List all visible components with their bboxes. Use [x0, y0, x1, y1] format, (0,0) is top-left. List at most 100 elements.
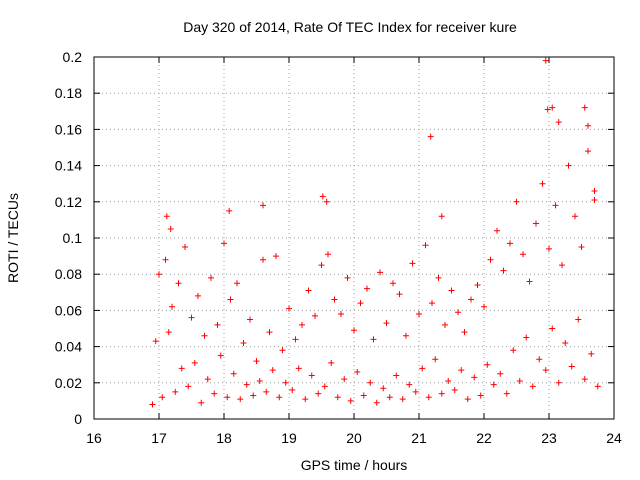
y-tick-label: 0.04 [55, 339, 82, 355]
y-tick-label: 0.02 [55, 375, 82, 391]
data-point [503, 390, 510, 397]
data-point [409, 260, 416, 267]
data-point [591, 187, 598, 194]
data-point [438, 213, 445, 220]
data-point [289, 387, 296, 394]
data-point [406, 381, 413, 388]
data-point [568, 363, 575, 370]
data-point [552, 202, 559, 209]
y-axis-label: ROTI / TECUs [5, 193, 21, 283]
data-point [182, 244, 188, 251]
x-tick-label: 20 [346, 430, 362, 446]
data-point [302, 396, 309, 403]
data-point [279, 347, 286, 354]
data-point [367, 379, 374, 386]
data-point [172, 388, 179, 395]
data-point [539, 180, 546, 187]
data-point [435, 274, 442, 281]
data-point [292, 336, 299, 343]
data-point [250, 392, 257, 399]
data-point [315, 390, 322, 397]
data-point [546, 245, 552, 252]
data-point [468, 296, 474, 303]
data-point [513, 198, 520, 205]
data-point [370, 336, 377, 343]
data-point [422, 242, 429, 249]
data-point [581, 104, 588, 111]
data-point [386, 394, 393, 401]
data-point [295, 365, 302, 372]
data-point [308, 372, 315, 379]
data-point [536, 356, 543, 363]
data-point [487, 256, 494, 263]
data-point [364, 285, 370, 292]
data-point [305, 287, 312, 294]
data-point [156, 271, 162, 278]
x-tick-label: 23 [541, 430, 557, 446]
data-point [152, 338, 159, 345]
data-point [581, 376, 588, 383]
data-point [319, 193, 326, 200]
data-point [240, 339, 247, 346]
data-point [347, 397, 354, 404]
x-tick-label: 22 [476, 430, 492, 446]
data-point [165, 329, 172, 336]
data-point [474, 282, 481, 289]
x-axis-ticks: 16 17 18 19 20 21 22 23 24 [86, 57, 622, 446]
data-point [516, 377, 523, 384]
data-point [484, 361, 491, 368]
data-point [328, 359, 335, 366]
data-point [451, 387, 458, 394]
data-point [497, 370, 504, 377]
data-point [591, 196, 598, 203]
data-point [217, 352, 224, 359]
data-point [162, 256, 169, 263]
data-point [510, 347, 517, 354]
data-point [208, 274, 214, 281]
data-point [178, 365, 185, 372]
data-point [458, 367, 465, 374]
data-point [529, 383, 536, 390]
data-point [403, 332, 409, 339]
data-point [393, 372, 400, 379]
data-point [500, 267, 507, 274]
data-point [396, 291, 403, 298]
data-point [282, 379, 289, 386]
data-point [594, 383, 601, 390]
data-point [344, 274, 351, 281]
data-point [445, 377, 452, 384]
data-point [390, 280, 396, 287]
data-point [562, 339, 569, 346]
data-point [455, 309, 461, 316]
data-point [399, 396, 406, 403]
y-tick-label: 0.08 [55, 266, 82, 282]
data-point [334, 394, 341, 401]
data-point [575, 316, 582, 323]
data-point [555, 119, 562, 126]
data-point [412, 388, 419, 395]
data-point [195, 292, 201, 299]
data-point [286, 305, 292, 312]
data-point [323, 198, 330, 205]
data-point [224, 394, 231, 401]
data-point [221, 240, 227, 247]
x-tick-label: 24 [606, 430, 622, 446]
y-tick-label: 0.18 [55, 85, 82, 101]
data-point [266, 329, 273, 336]
data-point [149, 401, 156, 408]
x-tick-label: 18 [216, 430, 232, 446]
data-point [163, 213, 170, 220]
data-point [572, 213, 578, 220]
data-point [299, 321, 305, 328]
data-point [230, 370, 237, 377]
data-point [425, 394, 432, 401]
data-point [198, 399, 205, 406]
data-point [578, 244, 585, 251]
data-point [191, 359, 198, 366]
data-point [507, 240, 513, 247]
data-point [544, 106, 551, 113]
data-point [331, 296, 338, 303]
data-point [477, 392, 484, 399]
data-point [429, 300, 435, 307]
y-tick-label: 0.16 [55, 121, 82, 137]
